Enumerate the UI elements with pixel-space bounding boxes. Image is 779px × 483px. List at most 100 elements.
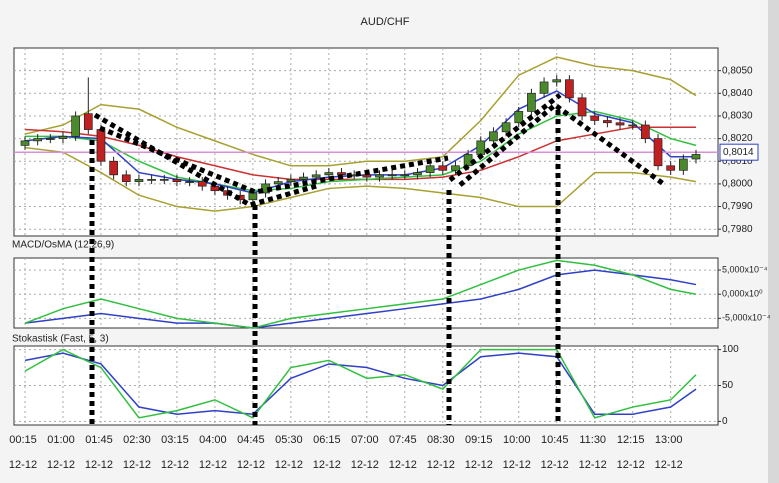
y-tick-label: 5,000x10⁻⁴: [722, 264, 768, 274]
x-tick-date: 12-12: [123, 459, 151, 471]
candle-body: [628, 124, 638, 127]
x-tick-label: 02:30: [123, 434, 151, 446]
candle-body: [514, 111, 524, 124]
candle-body: [501, 122, 511, 133]
x-tick-label: 10:00: [503, 434, 531, 446]
candle-body: [286, 179, 296, 182]
x-tick-date: 12-12: [579, 459, 607, 471]
candle-body: [83, 113, 93, 130]
candle-body: [489, 131, 498, 142]
candle-body: [58, 135, 68, 139]
candle-body: [539, 81, 549, 94]
indicator-line: [24, 352, 697, 416]
y-tick-label: 0,7990: [722, 201, 753, 212]
indicator-line: [24, 269, 697, 329]
candle-body: [451, 165, 460, 171]
y-tick-label: 100: [722, 344, 739, 355]
y-tick-label: 0,8010: [722, 156, 753, 167]
x-tick-date: 12-12: [313, 459, 341, 471]
y-tick-label: -5,000x10⁻⁴: [722, 313, 771, 323]
indicator-line: [24, 56, 697, 167]
candle-body: [691, 154, 701, 160]
x-tick-date: 12-12: [351, 459, 379, 471]
candle-body: [96, 129, 106, 162]
y-tick-label: 0,8030: [722, 111, 753, 122]
candle-body: [134, 179, 144, 182]
candle-body: [552, 79, 562, 83]
price-panel: [13, 47, 719, 237]
x-tick-label: 01:45: [85, 434, 113, 446]
candle-body: [248, 192, 258, 201]
candle-body: [653, 138, 663, 167]
candle-body: [185, 181, 194, 183]
x-tick-label: 05:30: [275, 434, 303, 446]
candle-body: [299, 176, 308, 180]
candle-body: [577, 97, 587, 117]
x-tick-label: 12:15: [617, 434, 645, 446]
y-tick-label: 0,000x10⁰: [722, 289, 763, 299]
x-tick-date: 12-12: [237, 459, 265, 471]
y-tick-label: 0,7980: [722, 224, 753, 235]
candle-body: [147, 179, 156, 181]
x-tick-label: 11:30: [579, 434, 606, 446]
x-tick-date: 12-12: [655, 459, 683, 471]
x-tick-date: 12-12: [503, 459, 531, 471]
candle-body: [159, 179, 169, 181]
candle-body: [45, 138, 55, 140]
x-tick-label: 01:00: [47, 434, 75, 446]
x-tick-label: 08:30: [427, 434, 455, 446]
candle-body: [33, 138, 43, 142]
candle-body: [438, 165, 448, 171]
y-tick-label: 0,8040: [722, 88, 753, 99]
y-tick-label: 0: [722, 416, 728, 427]
candle-body: [641, 124, 650, 139]
panel-title: Stokastisk (Fast, 5, 3): [12, 334, 109, 345]
candle-body: [197, 181, 207, 187]
chart-title: AUD/CHF: [361, 16, 410, 28]
x-tick-label: 07:45: [389, 434, 417, 446]
x-tick-label: 09:15: [465, 434, 493, 446]
x-tick-date: 12-12: [161, 459, 189, 471]
x-tick-label: 03:15: [161, 434, 189, 446]
candle-body: [615, 122, 625, 126]
x-tick-date: 12-12: [541, 459, 569, 471]
trend-annotation: [93, 112, 321, 208]
candle-body: [565, 79, 574, 99]
macd-panel: [13, 257, 719, 329]
candle-body: [413, 172, 422, 176]
candle-body: [463, 154, 473, 167]
x-tick-label: 00:15: [9, 434, 37, 446]
candle-body: [20, 140, 30, 146]
candle-body: [311, 174, 321, 178]
x-tick-date: 12-12: [389, 459, 417, 471]
last-price-box: [719, 143, 759, 161]
x-tick-date: 12-12: [275, 459, 303, 471]
candle-body: [425, 165, 435, 173]
x-tick-label: 06:15: [313, 434, 341, 446]
x-tick-label: 04:45: [237, 434, 265, 446]
indicator-line: [24, 348, 697, 419]
candle-body: [273, 181, 283, 185]
y-tick-label: 0,8050: [722, 65, 753, 76]
candle-body: [375, 174, 384, 178]
candle-body: [603, 120, 612, 124]
annotations: [89, 93, 667, 425]
x-tick-date: 12-12: [427, 459, 455, 471]
candle-body: [590, 115, 600, 121]
candle-body: [527, 92, 536, 112]
window-edge: [768, 0, 779, 483]
x-tick-date: 12-12: [47, 459, 75, 471]
y-tick-label: 50: [722, 380, 734, 391]
x-tick-date: 12-12: [9, 459, 37, 471]
x-tick-date: 12-12: [199, 459, 227, 471]
x-tick-label: 10:45: [541, 434, 569, 446]
x-tick-date: 12-12: [617, 459, 645, 471]
last-price-label: 0,8014: [723, 147, 754, 158]
y-tick-label: 0,8020: [722, 133, 753, 144]
candle-body: [324, 172, 334, 176]
candle-body: [172, 179, 182, 182]
x-tick-date: 12-12: [85, 459, 113, 471]
x-tick-date: 12-12: [465, 459, 493, 471]
candle-body: [400, 174, 410, 177]
